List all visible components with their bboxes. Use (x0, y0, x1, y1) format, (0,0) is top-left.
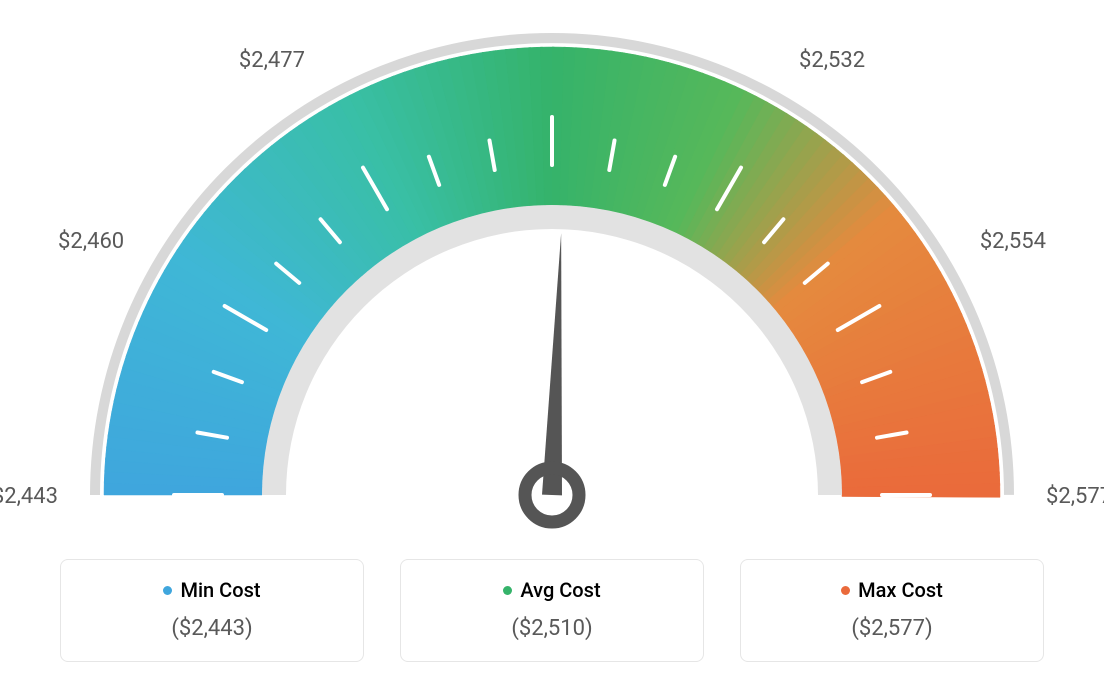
dot-icon (163, 586, 172, 595)
legend-title-avg: Avg Cost (503, 578, 600, 602)
legend-value-avg: ($2,510) (411, 616, 693, 641)
gauge-svg: $2,443 $2,460 $2,477 $2,510 $2,532 $2,554 $2,5… (0, 0, 1104, 560)
tick-label: $2,532 (799, 48, 865, 73)
legend-title-label: Min Cost (180, 578, 260, 602)
tick-label: $2,510 (519, 0, 585, 1)
gauge-chart: $2,443 $2,460 $2,477 $2,510 $2,532 $2,554 $2,5… (0, 0, 1104, 560)
legend-card-min: Min Cost ($2,443) (60, 559, 364, 662)
legend-title-min: Min Cost (163, 578, 260, 602)
tick-label: $2,554 (980, 229, 1046, 254)
legend-value-min: ($2,443) (71, 616, 353, 641)
legend-title-label: Avg Cost (520, 578, 600, 602)
tick-label: $2,577 (1046, 484, 1104, 509)
legend-card-max: Max Cost ($2,577) (740, 559, 1044, 662)
dot-icon (503, 586, 512, 595)
legend-title-max: Max Cost (841, 578, 943, 602)
tick-label: $2,443 (0, 484, 58, 509)
legend-row: Min Cost ($2,443) Avg Cost ($2,510) Max … (0, 559, 1104, 690)
gauge-needle (525, 233, 579, 522)
tick-label: $2,460 (58, 229, 124, 254)
dot-icon (841, 586, 850, 595)
legend-title-label: Max Cost (858, 578, 943, 602)
tick-label: $2,477 (239, 48, 305, 73)
legend-card-avg: Avg Cost ($2,510) (400, 559, 704, 662)
legend-value-max: ($2,577) (751, 616, 1033, 641)
